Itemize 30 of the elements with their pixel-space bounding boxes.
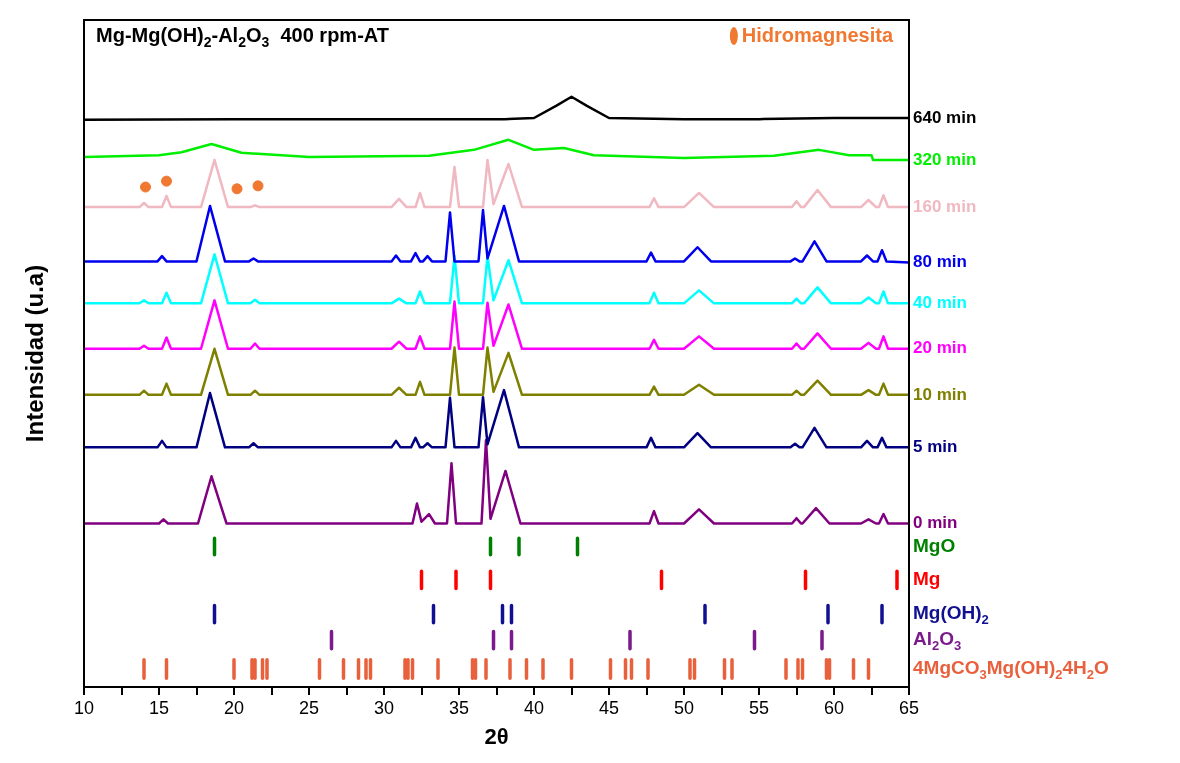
- point: [161, 175, 172, 187]
- series-label: 20 min: [913, 338, 967, 358]
- series-label: 0 min: [913, 513, 958, 533]
- x-tick-label: 10: [73, 697, 95, 718]
- series-label: 160 min: [913, 196, 977, 216]
- point: [252, 180, 264, 192]
- series-label: 80 min: [913, 252, 967, 272]
- x-tick-label: 55: [748, 697, 770, 718]
- x-tick-label: 30: [373, 697, 395, 718]
- x-axis-title: 2θ: [484, 723, 509, 749]
- text: MgO: [913, 534, 956, 556]
- x-tick-label: 60: [823, 697, 845, 718]
- y-axis-title: Intensidad (u.a): [20, 264, 48, 443]
- point: [231, 183, 243, 195]
- series-label: 640 min: [913, 107, 977, 127]
- series-label: 40 min: [913, 293, 967, 313]
- x-tick-label: 40: [523, 697, 545, 718]
- series-label: 10 min: [913, 384, 967, 404]
- series-label: 5 min: [913, 437, 958, 457]
- x-tick-label: 15: [148, 697, 170, 718]
- series-label: 320 min: [913, 149, 977, 169]
- series-label: Mg: [913, 568, 941, 590]
- x-tick-label: 65: [898, 697, 920, 718]
- x-tick-label: 35: [448, 697, 470, 718]
- x-tick-label: 50: [673, 697, 695, 718]
- x-tick-label: 20: [223, 697, 245, 718]
- legend-label: Hidromagnesita: [741, 23, 894, 46]
- x-tick-label: 25: [298, 697, 320, 718]
- x-tick-label: 45: [598, 697, 620, 718]
- point: [140, 181, 151, 193]
